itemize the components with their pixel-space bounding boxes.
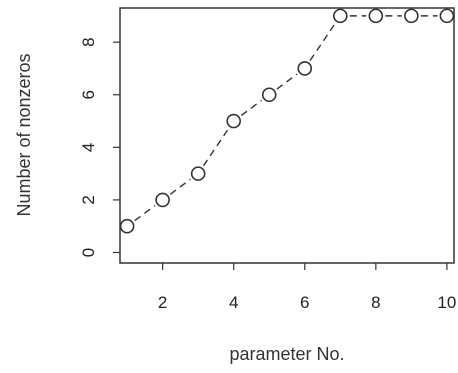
y-tick-label: 8 (79, 37, 98, 46)
plot-frame (119, 7, 455, 264)
y-tick-label: 2 (79, 195, 98, 204)
data-point (190, 166, 206, 181)
data-point (332, 8, 348, 24)
y-tick-label: 6 (79, 90, 98, 99)
x-axis: 2 4 6 8 10 (158, 263, 456, 312)
data-point (261, 87, 277, 103)
series-line-segment (169, 178, 191, 195)
y-tick-label: 4 (79, 143, 98, 152)
x-tick-label: 4 (229, 293, 238, 312)
series-line-segment (202, 128, 229, 167)
series-line-segment (134, 204, 156, 222)
data-point (404, 8, 419, 24)
x-tick-label: 8 (371, 293, 380, 312)
data-point (368, 8, 384, 24)
data-point (119, 218, 135, 234)
series-points-group (119, 8, 455, 234)
x-tick-label: 6 (300, 293, 309, 312)
data-point (155, 192, 170, 208)
series-line-segment (276, 73, 298, 90)
data-point (226, 113, 242, 129)
y-tick-label: 0 (79, 248, 98, 257)
series-line-segment (309, 23, 336, 61)
data-point (439, 8, 455, 24)
x-axis-label: parameter No. (229, 344, 344, 364)
series-line-segment (240, 99, 263, 116)
y-axis-label: Number of nonzeros (14, 53, 34, 216)
data-point (297, 61, 313, 76)
series-line-group (134, 15, 438, 222)
x-tick-label: 10 (437, 293, 456, 312)
y-axis: 0 2 4 6 8 (79, 37, 120, 257)
x-tick-label: 2 (158, 293, 167, 312)
